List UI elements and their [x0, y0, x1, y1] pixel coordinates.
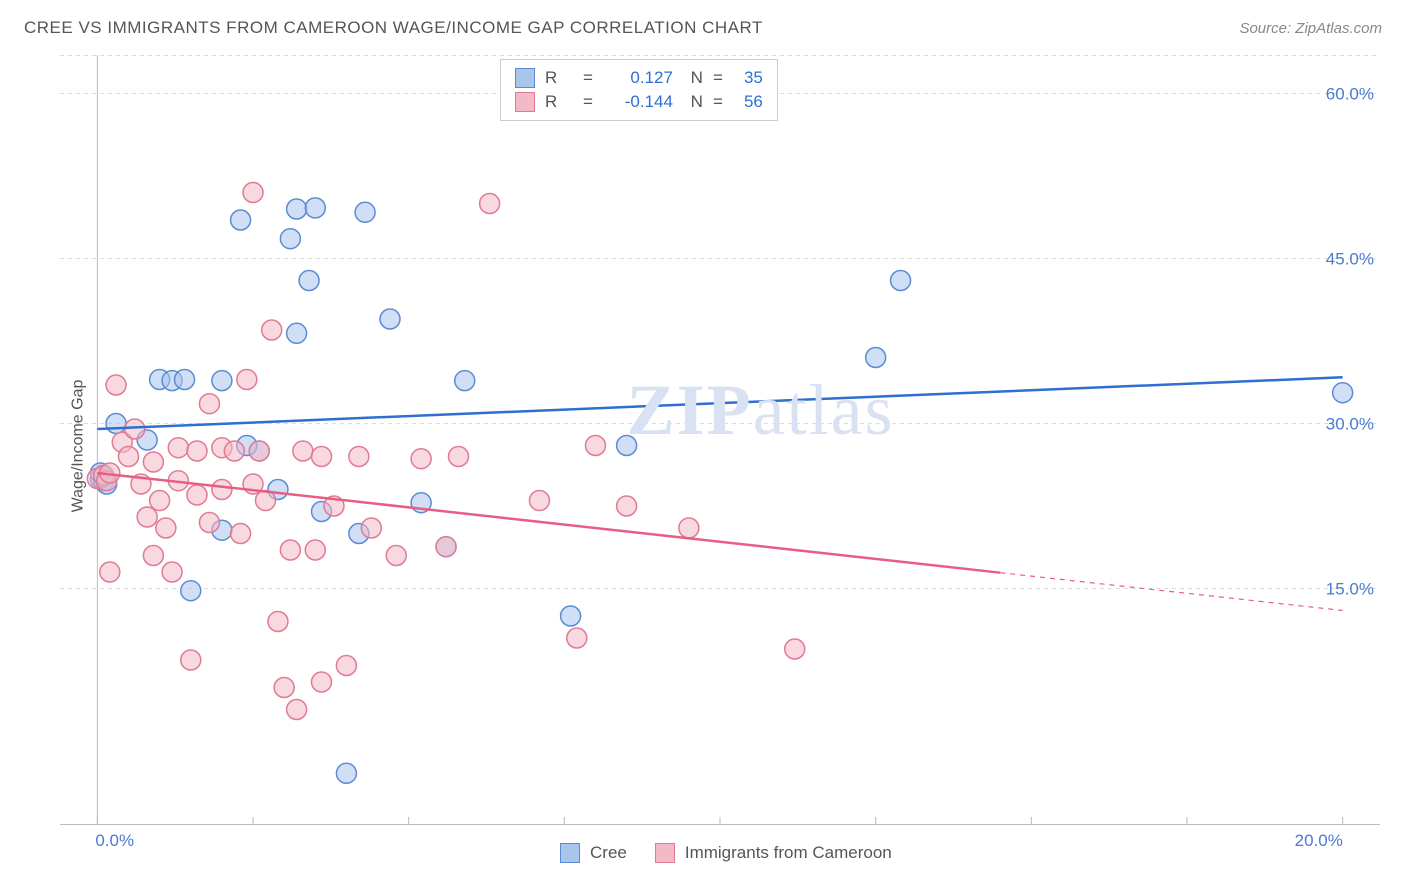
stat-R-label: R	[545, 92, 573, 112]
equals-sign: =	[713, 92, 723, 112]
data-point	[125, 419, 145, 439]
data-point	[100, 562, 120, 582]
data-point	[617, 436, 637, 456]
data-point	[118, 447, 138, 467]
data-point	[293, 441, 313, 461]
data-point	[150, 491, 170, 511]
data-point	[336, 656, 356, 676]
data-point	[274, 678, 294, 698]
data-point	[448, 447, 468, 467]
data-point	[617, 496, 637, 516]
data-point	[785, 639, 805, 659]
data-point	[199, 513, 219, 533]
y-tick-label: 30.0%	[1326, 415, 1374, 434]
data-point	[262, 320, 282, 340]
data-point	[156, 518, 176, 538]
data-point	[436, 537, 456, 557]
data-point	[168, 438, 188, 458]
legend-bottom: Cree Immigrants from Cameroon	[560, 843, 910, 863]
data-point	[231, 210, 251, 230]
equals-sign: =	[583, 92, 593, 112]
data-point	[143, 546, 163, 566]
data-point	[280, 229, 300, 249]
data-point	[187, 485, 207, 505]
x-tick-label: 20.0%	[1295, 831, 1343, 851]
x-tick-label: 0.0%	[95, 831, 134, 851]
legend-swatch	[655, 843, 675, 863]
equals-sign: =	[583, 68, 593, 88]
data-point	[237, 370, 257, 390]
data-point	[187, 441, 207, 461]
stat-N-value: 35	[733, 68, 763, 88]
data-point	[243, 183, 263, 203]
data-point	[312, 672, 332, 692]
data-point	[287, 199, 307, 219]
data-point	[199, 394, 219, 414]
data-point	[137, 507, 157, 527]
data-point	[249, 441, 269, 461]
data-point	[106, 414, 126, 434]
data-point	[287, 323, 307, 343]
data-point	[1333, 383, 1353, 403]
regression-line	[97, 473, 1000, 573]
data-point	[529, 491, 549, 511]
data-point	[361, 518, 381, 538]
data-point	[181, 650, 201, 670]
data-point	[299, 271, 319, 291]
data-point	[380, 309, 400, 329]
legend-label: Immigrants from Cameroon	[685, 843, 892, 863]
data-point	[336, 763, 356, 783]
data-point	[305, 198, 325, 218]
data-point	[349, 447, 369, 467]
data-point	[866, 348, 886, 368]
data-point	[268, 612, 288, 632]
stat-row: R = 0.127 N = 35	[515, 66, 763, 90]
legend-swatch	[560, 843, 580, 863]
data-point	[175, 370, 195, 390]
data-point	[231, 524, 251, 544]
stat-N-value: 56	[733, 92, 763, 112]
data-point	[181, 581, 201, 601]
data-point	[355, 202, 375, 222]
y-tick-label: 15.0%	[1326, 580, 1374, 599]
data-point	[386, 546, 406, 566]
legend-swatch	[515, 68, 535, 88]
legend-label: Cree	[590, 843, 627, 863]
data-point	[143, 452, 163, 472]
data-point	[567, 628, 587, 648]
stat-R-value: 0.127	[603, 68, 673, 88]
y-tick-label: 45.0%	[1326, 250, 1374, 269]
data-point	[891, 271, 911, 291]
stat-N-label: N	[683, 92, 703, 112]
data-point	[561, 606, 581, 626]
source-label: Source: ZipAtlas.com	[1239, 20, 1382, 37]
stat-row: R = -0.144 N = 56	[515, 90, 763, 114]
regression-line	[97, 377, 1342, 429]
data-point	[280, 540, 300, 560]
data-point	[224, 441, 244, 461]
data-point	[305, 540, 325, 560]
data-point	[212, 371, 232, 391]
data-point	[212, 480, 232, 500]
data-point	[455, 371, 475, 391]
data-point	[162, 562, 182, 582]
data-point	[287, 700, 307, 720]
data-point	[679, 518, 699, 538]
stat-R-label: R	[545, 68, 573, 88]
data-point	[480, 194, 500, 214]
y-tick-label: 60.0%	[1326, 85, 1374, 104]
regression-line-extrapolated	[1000, 573, 1342, 611]
data-point	[312, 447, 332, 467]
data-point	[585, 436, 605, 456]
chart-title: CREE VS IMMIGRANTS FROM CAMEROON WAGE/IN…	[24, 18, 763, 38]
stat-N-label: N	[683, 68, 703, 88]
equals-sign: =	[713, 68, 723, 88]
scatter-chart: 15.0% 30.0% 45.0% 60.0%	[60, 55, 1380, 825]
data-point	[411, 449, 431, 469]
legend-swatch	[515, 92, 535, 112]
correlation-stats-box: R = 0.127 N = 35 R = -0.144 N = 56	[500, 59, 778, 121]
data-point	[106, 375, 126, 395]
stat-R-value: -0.144	[603, 92, 673, 112]
